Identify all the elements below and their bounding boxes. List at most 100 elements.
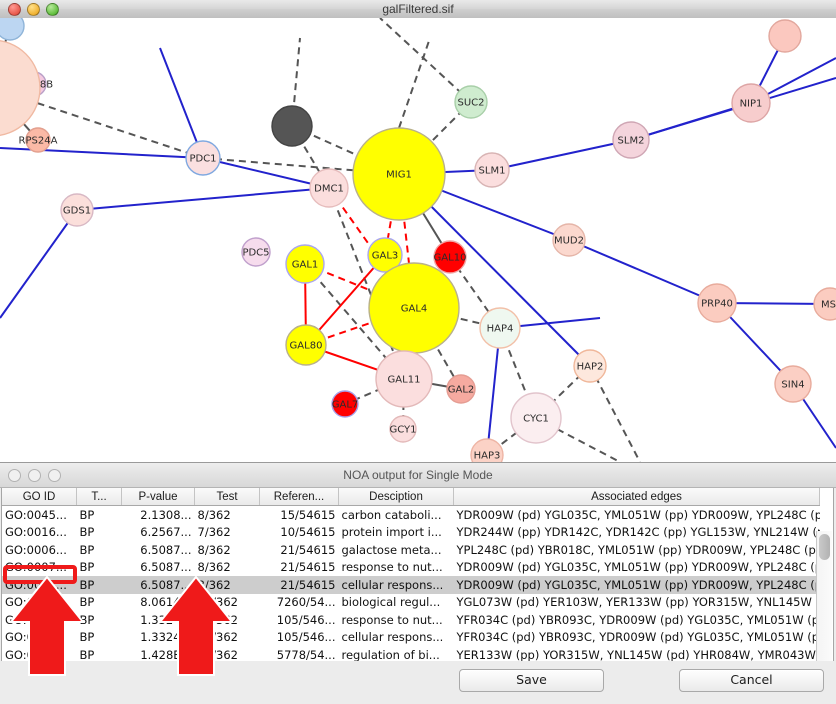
network-node-hap3[interactable]: HAP3 (470, 438, 504, 462)
column-header-description[interactable]: Desciption (338, 488, 454, 506)
cell-test: 8/362 (194, 576, 260, 594)
cell-p-value: 6.2567... (140, 525, 192, 540)
go-results-table[interactable]: GO ID T... P-value Test Referen... Desci… (2, 488, 820, 664)
noa-close-button[interactable] (8, 468, 21, 482)
network-node-gal11[interactable]: GAL11 (375, 350, 433, 408)
cell-associated-edges: YDR244W (pp) YDR142C, YDR142C (pp) YGL15… (456, 525, 820, 540)
network-edge[interactable] (491, 139, 632, 171)
zoom-button[interactable] (46, 2, 59, 16)
network-node-gal2[interactable]: GAL2 (446, 374, 476, 404)
cell-associated-edges: YDR009W (pd) YGL035C, YML051W (pp) YDR00… (453, 576, 820, 594)
table-row[interactable]: GO:0031... BP 6.5087... 8/362 21/54615 cellul… (2, 576, 820, 594)
cell-description: cellular respons... (338, 576, 454, 594)
network-edge[interactable] (159, 47, 204, 159)
network-node-hap4[interactable]: HAP4 (479, 307, 521, 349)
cell-type: BP (79, 507, 95, 522)
network-node-dark[interactable] (271, 105, 313, 147)
noa-minimize-button[interactable] (28, 468, 41, 482)
network-node-topright[interactable] (768, 19, 802, 53)
cell-description: regulation of bi... (341, 647, 440, 662)
column-header-type[interactable]: T... (76, 488, 122, 506)
cell-p-value: 1.3324... (140, 630, 192, 645)
svg-text:PDC5: PDC5 (242, 248, 269, 259)
network-node-gal3[interactable]: GAL3 (367, 237, 403, 273)
table-row[interactable]: GO:0031... BP 1.3324... 11/362 105/546... res… (2, 611, 820, 629)
network-node-gds1[interactable]: GDS1 (60, 193, 94, 227)
svg-text:SUC2: SUC2 (457, 98, 484, 109)
network-edge[interactable] (379, 18, 472, 103)
network-node-rps24a[interactable]: RPS24A (19, 127, 58, 153)
column-header-go-id[interactable]: GO ID (2, 488, 77, 506)
cell-description: biological regul... (341, 595, 441, 610)
network-node-gal10[interactable]: GAL10 (433, 240, 467, 274)
network-graph[interactable]: RPL18BRPS24AGDS1PDC1PDC5DMC1MIG1SUC2SLM1… (0, 18, 836, 462)
table-vertical-scrollbar[interactable] (816, 531, 832, 701)
cell-associated-edges: YFR034C (pd) YBR093C, YDR009W (pd) YGL03… (456, 630, 820, 645)
cell-description: response to nut... (341, 560, 443, 575)
network-node-pdc1[interactable]: PDC1 (185, 140, 221, 176)
network-node-dmc1[interactable]: DMC1 (309, 168, 349, 208)
network-node-bigleft[interactable] (0, 39, 41, 137)
save-button[interactable]: Save (459, 669, 604, 692)
network-node-sin4[interactable]: SIN4 (774, 365, 812, 403)
close-button[interactable] (8, 2, 21, 16)
cancel-button[interactable]: Cancel (679, 669, 824, 692)
svg-text:GAL3: GAL3 (372, 251, 399, 262)
column-header-test[interactable]: Test (194, 488, 260, 506)
table-row[interactable]: GO:0016... BP 6.2567... 7/362 10/54615 protei… (2, 524, 820, 542)
cell-type: BP (79, 595, 95, 610)
column-header-associated-edges[interactable]: Associated edges (453, 488, 820, 506)
column-header-reference[interactable]: Referen... (259, 488, 339, 506)
network-node-gcy1[interactable]: GCY1 (389, 415, 417, 443)
svg-text:CYC1: CYC1 (523, 414, 549, 425)
svg-text:SLM2: SLM2 (618, 136, 645, 147)
noa-zoom-button[interactable] (48, 468, 61, 482)
network-node-prp40[interactable]: PRP40 (697, 283, 737, 323)
network-edge[interactable] (589, 365, 641, 462)
cell-type: BP (76, 576, 122, 594)
network-edge[interactable] (202, 157, 330, 189)
network-edge[interactable] (76, 187, 330, 211)
column-header-p-value[interactable]: P-value (121, 488, 195, 506)
network-node-msi[interactable]: MSI (813, 287, 836, 321)
network-node-hap2[interactable]: HAP2 (573, 349, 607, 383)
table-row[interactable]: GO:0045... BP 2.1308... 8/362 15/54615 carbon… (2, 506, 820, 524)
network-node-suc2[interactable]: SUC2 (454, 85, 488, 119)
svg-text:SLM1: SLM1 (479, 166, 506, 177)
cell-reference: 105/546... (276, 612, 336, 627)
network-node-slm1[interactable]: SLM1 (474, 152, 510, 188)
network-node-cyc1[interactable]: CYC1 (510, 392, 562, 444)
network-node-gal1[interactable]: GAL1 (285, 244, 325, 284)
network-node-slm2[interactable]: SLM2 (612, 121, 650, 159)
table-row[interactable]: GO:0065... BP 8.0614... 94/362 7260/54... bio… (2, 594, 820, 612)
network-edge[interactable] (0, 209, 78, 319)
svg-text:MSI: MSI (821, 300, 836, 311)
svg-text:MUD2: MUD2 (554, 236, 584, 247)
minimize-button[interactable] (27, 2, 40, 16)
network-node-mig1[interactable]: MIG1 (352, 127, 446, 221)
network-canvas[interactable]: RPL18BRPS24AGDS1PDC1PDC5DMC1MIG1SUC2SLM1… (0, 18, 836, 462)
svg-text:GAL11: GAL11 (388, 375, 421, 386)
go-results-table-body[interactable]: GO:0045... BP 2.1308... 8/362 15/54615 carbon… (2, 506, 820, 664)
network-node-nip1[interactable]: NIP1 (731, 83, 771, 123)
network-node-gal7[interactable]: GAL7 (331, 390, 359, 418)
network-node-topleft[interactable] (0, 18, 25, 41)
network-node-pdc5[interactable]: PDC5 (241, 237, 271, 267)
network-edge[interactable] (202, 157, 400, 175)
cell-reference: 10/54615 (280, 525, 336, 540)
table-row[interactable]: GO:0031... BP 1.3324... 11/362 105/546... cel… (2, 629, 820, 647)
cell-reference: 15/54615 (280, 507, 336, 522)
table-scrollbar-thumb[interactable] (819, 534, 830, 560)
window-traffic-lights (8, 2, 59, 16)
svg-text:GAL80: GAL80 (290, 341, 323, 352)
network-node-gal4[interactable]: GAL4 (368, 262, 460, 354)
network-edge[interactable] (568, 239, 718, 304)
network-edge[interactable] (486, 327, 501, 456)
table-row[interactable]: GO:0006... BP 6.5087... 8/362 21/54615 galact… (2, 541, 820, 559)
network-node-mud2[interactable]: MUD2 (552, 223, 586, 257)
network-edge[interactable] (398, 37, 431, 129)
network-node-gal80[interactable]: GAL80 (285, 324, 327, 366)
table-row[interactable]: GO:0007... BP 6.5087... 8/362 21/54615 respon… (2, 559, 820, 577)
cell-p-value: 8.0614... (140, 595, 192, 610)
